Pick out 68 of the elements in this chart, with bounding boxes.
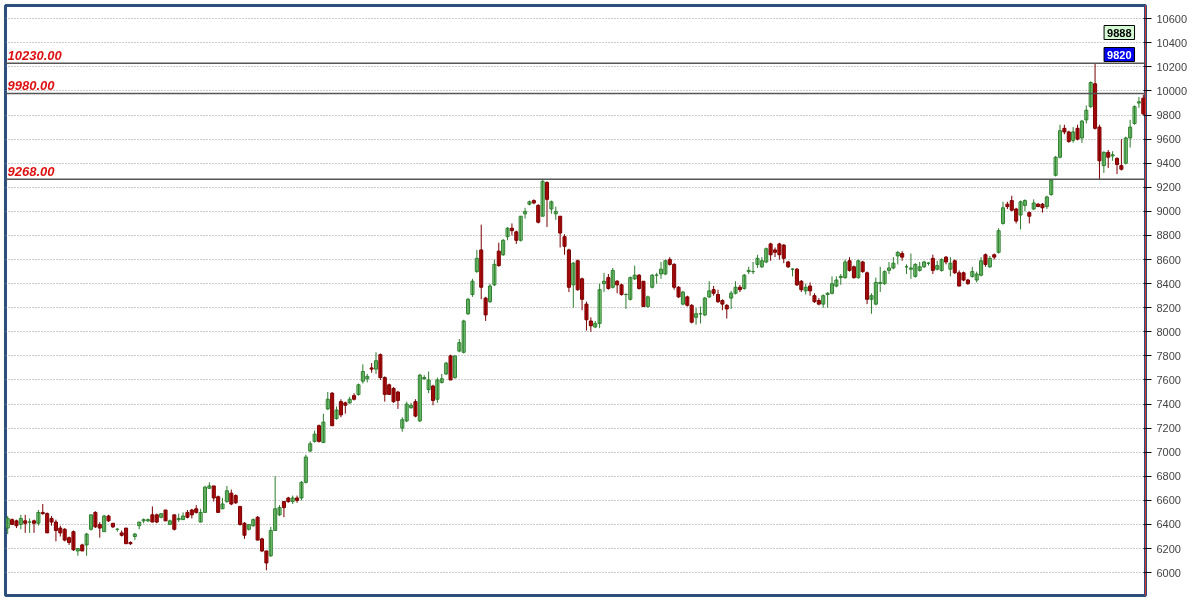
y-tick-label: 8800 bbox=[1156, 229, 1181, 242]
candlestick bbox=[334, 405, 339, 421]
y-tick-label: 9000 bbox=[1156, 205, 1181, 218]
candlestick bbox=[540, 179, 545, 217]
candlestick bbox=[768, 242, 773, 262]
ref-line-label: 9268.00 bbox=[7, 164, 56, 180]
candlestick bbox=[983, 253, 988, 268]
y-tick-label: 9200 bbox=[1156, 181, 1181, 194]
ref-line-label: 10230.00 bbox=[7, 48, 63, 64]
candlestick bbox=[36, 509, 41, 527]
candlestick bbox=[448, 354, 453, 381]
candlestick bbox=[663, 259, 668, 276]
candlestick bbox=[84, 532, 89, 557]
candlestick bbox=[996, 227, 1001, 255]
candlestick bbox=[14, 519, 19, 529]
y-tick-label: 9600 bbox=[1156, 133, 1181, 146]
candlestick bbox=[321, 413, 326, 444]
candlestick bbox=[777, 242, 782, 261]
candlestick bbox=[992, 253, 997, 261]
candlestick bbox=[220, 497, 225, 510]
candlestick bbox=[106, 514, 111, 523]
y-tick-label: 7000 bbox=[1156, 446, 1181, 459]
y-tick-label: 6000 bbox=[1156, 566, 1181, 579]
y-tick-label: 7800 bbox=[1156, 349, 1181, 362]
y-tick-label: 10000 bbox=[1156, 84, 1188, 97]
candlestick bbox=[470, 278, 475, 298]
candlestick bbox=[948, 256, 953, 277]
candlestick bbox=[1119, 138, 1124, 171]
candlestick bbox=[1075, 124, 1080, 141]
candlestick bbox=[312, 430, 317, 444]
candlestick bbox=[356, 383, 361, 397]
candlestick bbox=[23, 514, 28, 534]
y-tick-label: 9400 bbox=[1156, 157, 1181, 170]
y-tick-label: 10400 bbox=[1156, 36, 1188, 49]
candlestick bbox=[1110, 150, 1115, 162]
candlestick bbox=[1018, 200, 1023, 230]
candlestick bbox=[185, 509, 190, 519]
candlestick bbox=[343, 401, 348, 415]
candlestick bbox=[505, 226, 510, 241]
candlestick bbox=[124, 527, 129, 545]
y-tick-label: 9800 bbox=[1156, 109, 1181, 122]
y-tick-label: 6800 bbox=[1156, 470, 1181, 483]
y-tick-label: 8000 bbox=[1156, 325, 1181, 338]
y-tick-label: 6600 bbox=[1156, 494, 1181, 507]
candlestick bbox=[369, 362, 374, 374]
annotation: 9888 bbox=[1107, 26, 1132, 39]
candlestick bbox=[75, 548, 80, 557]
candlestick bbox=[426, 371, 431, 394]
candlestick bbox=[939, 257, 944, 273]
y-tick-label: 8400 bbox=[1156, 277, 1181, 290]
y-tick-label: 8600 bbox=[1156, 253, 1181, 266]
y-tick-label: 7600 bbox=[1156, 373, 1181, 386]
candlestick bbox=[71, 529, 76, 552]
candlestick bbox=[413, 398, 418, 418]
y-tick-label: 7400 bbox=[1156, 398, 1181, 411]
y-tick-label: 6200 bbox=[1156, 542, 1181, 555]
candlestick bbox=[163, 509, 168, 522]
y-tick-label: 8200 bbox=[1156, 301, 1181, 314]
candlestick bbox=[606, 273, 611, 291]
candlestick bbox=[619, 283, 624, 297]
y-tick-label: 10200 bbox=[1156, 60, 1188, 73]
y-tick-label: 10600 bbox=[1156, 12, 1188, 25]
candlestick bbox=[435, 377, 440, 404]
annotation: 9820 bbox=[1107, 48, 1132, 61]
y-tick-label: 7200 bbox=[1156, 422, 1181, 435]
ref-line-label: 9980.00 bbox=[7, 78, 56, 94]
candlestick bbox=[150, 505, 155, 523]
y-tick-label: 6400 bbox=[1156, 518, 1181, 531]
